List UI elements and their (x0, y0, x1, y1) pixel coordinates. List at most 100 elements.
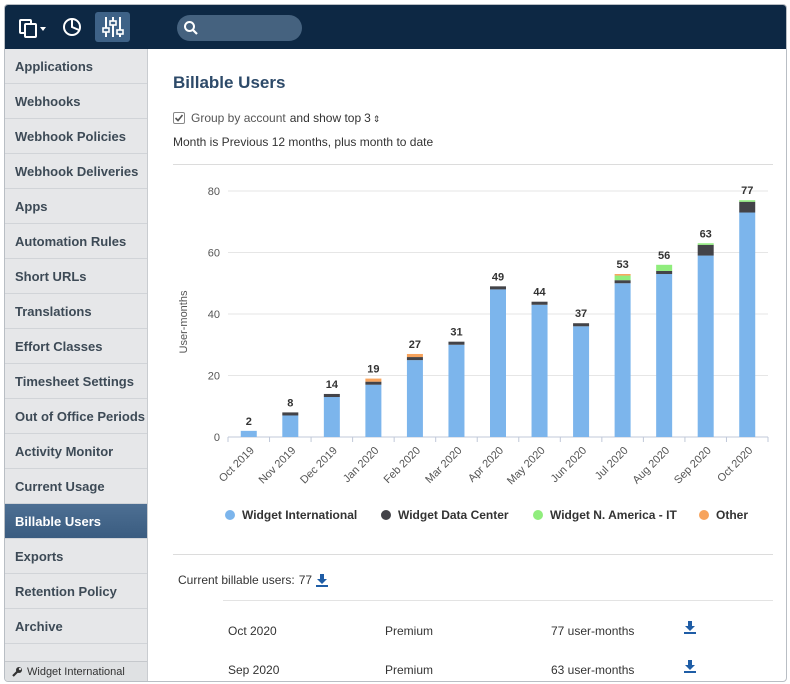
sidebar-item-activity-monitor[interactable]: Activity Monitor (5, 434, 147, 469)
legend-marker (699, 510, 709, 520)
sidebar-item-label: Out of Office Periods (15, 408, 146, 424)
bar-segment[interactable] (365, 378, 382, 382)
bar-segment[interactable] (406, 357, 423, 361)
download-current-button[interactable] (315, 573, 329, 587)
bar-segment[interactable] (573, 326, 590, 437)
download-row-button[interactable] (683, 620, 697, 634)
sidebar-item-label: Exports (15, 548, 64, 564)
sidebar-item-webhook-policies[interactable]: Webhook Policies (5, 119, 147, 154)
bar-total-label: 77 (741, 185, 753, 197)
bar-segment[interactable] (490, 286, 506, 290)
x-tick-label: May 2020 (505, 445, 548, 488)
sidebar-item-current-usage[interactable]: Current Usage (5, 469, 147, 504)
sidebar-item-exports[interactable]: Exports (5, 539, 147, 574)
legend-item[interactable]: Widget N. America - IT (533, 508, 677, 522)
bar-segment[interactable] (240, 430, 257, 437)
search-icon (184, 21, 198, 35)
bar-segment[interactable] (697, 243, 714, 245)
top-count-value: 3 (364, 111, 371, 125)
bar-segment[interactable] (282, 412, 299, 416)
bar-segment[interactable] (406, 353, 423, 358)
legend-item[interactable]: Widget Data Center (381, 508, 509, 522)
sidebar-item-label: Automation Rules (15, 233, 127, 249)
search-input[interactable] (205, 18, 299, 40)
x-tick-label: Oct 2020 (715, 445, 755, 485)
sidebar-item-out-of-office-periods[interactable]: Out of Office Periods (5, 399, 147, 434)
pie-chart-icon (63, 18, 81, 36)
legend-label: Widget Data Center (398, 508, 509, 522)
chart-bars: 2 8 14 19 27 31 49 44 37 53 56 63 77 (240, 185, 756, 437)
bar-total-label: 27 (409, 339, 421, 351)
y-tick-label: 80 (208, 186, 220, 198)
bar-segment[interactable] (697, 244, 714, 256)
copy-menu-button[interactable] (15, 12, 49, 42)
billable-users-chart: 0 20 40 60 80 User-months 2 8 14 19 27 31 49 44 37 53… (178, 185, 769, 522)
bar-segment[interactable] (739, 212, 756, 437)
bar-segment[interactable] (614, 280, 631, 284)
bar-segment[interactable] (406, 360, 423, 437)
sidebar-item-archive[interactable]: Archive (5, 609, 147, 644)
settings-button[interactable] (95, 12, 130, 42)
bar-total-label: 19 (367, 364, 379, 376)
x-tick-label: Mar 2020 (423, 445, 464, 486)
sidebar-item-effort-classes[interactable]: Effort Classes (5, 329, 147, 364)
bar-segment[interactable] (573, 323, 590, 327)
x-tick-label: Jun 2020 (549, 445, 589, 485)
x-axis-ticks: Oct 2019 Nov 2019 Dec 2019 Jan 2020 Feb 2020… (217, 437, 769, 488)
bar-segment[interactable] (739, 201, 756, 213)
sidebar-item-label: Timesheet Settings (15, 373, 134, 389)
bar-segment[interactable] (365, 384, 382, 437)
sidebar-item-label: Webhooks (15, 93, 81, 109)
bar-segment[interactable] (531, 301, 548, 305)
reports-button[interactable] (57, 12, 87, 42)
bar-segment[interactable] (490, 289, 506, 437)
sidebar-item-webhook-deliveries[interactable]: Webhook Deliveries (5, 154, 147, 189)
bar-total-label: 2 (246, 416, 252, 428)
bar-segment[interactable] (323, 397, 340, 437)
legend-label: Other (716, 508, 748, 522)
group-options: Group by account and show top 3 ⇕ (173, 111, 380, 125)
sidebar-item-label: Short URLs (15, 268, 87, 284)
page-title: Billable Users (173, 73, 286, 92)
show-top-label: and show top (289, 111, 362, 125)
sidebar-item-apps[interactable]: Apps (5, 189, 147, 224)
bar-segment[interactable] (448, 344, 465, 437)
bar-segment[interactable] (614, 274, 631, 276)
top-count-select[interactable]: 3 ⇕ (364, 111, 380, 125)
chart-legend: Widget International Widget Data Center Wi… (225, 508, 748, 522)
bar-segment[interactable] (614, 283, 631, 437)
bar-segment[interactable] (365, 381, 382, 385)
main-content: Billable Users Group by account and show… (148, 49, 786, 681)
bar-segment[interactable] (448, 341, 465, 345)
sidebar-item-label: Applications (15, 58, 94, 74)
bar-segment[interactable] (697, 255, 714, 437)
sidebar-item-applications[interactable]: Applications (5, 49, 147, 84)
bar-segment[interactable] (282, 415, 299, 437)
x-tick-label: Feb 2020 (382, 445, 423, 486)
bar-total-label: 49 (492, 271, 504, 283)
divider (223, 600, 773, 601)
bar-segment[interactable] (656, 264, 673, 271)
search-box[interactable] (177, 15, 302, 41)
sidebar-item-short-urls[interactable]: Short URLs (5, 259, 147, 294)
legend-item[interactable]: Other (699, 508, 748, 522)
sidebar-item-automation-rules[interactable]: Automation Rules (5, 224, 147, 259)
sidebar-item-translations[interactable]: Translations (5, 294, 147, 329)
period-filter[interactable]: Month is Previous 12 months, plus month … (173, 135, 434, 149)
group-by-account-checkbox[interactable] (173, 112, 185, 124)
sidebar-item-retention-policy[interactable]: Retention Policy (5, 574, 147, 609)
bar-segment[interactable] (656, 270, 673, 275)
account-footer[interactable]: Widget International (5, 661, 147, 681)
bar-segment[interactable] (323, 393, 340, 398)
sidebar-item-webhooks[interactable]: Webhooks (5, 84, 147, 119)
x-tick-label: Jan 2020 (341, 445, 381, 485)
sidebar-item-billable-users[interactable]: Billable Users (5, 504, 147, 539)
bar-segment[interactable] (739, 200, 756, 202)
bar-segment[interactable] (614, 275, 631, 281)
sidebar-item-label: Webhook Policies (15, 128, 127, 144)
download-row-button[interactable] (683, 659, 697, 673)
bar-segment[interactable] (656, 274, 673, 437)
bar-segment[interactable] (531, 304, 548, 437)
legend-item[interactable]: Widget International (225, 508, 357, 522)
sidebar-item-timesheet-settings[interactable]: Timesheet Settings (5, 364, 147, 399)
